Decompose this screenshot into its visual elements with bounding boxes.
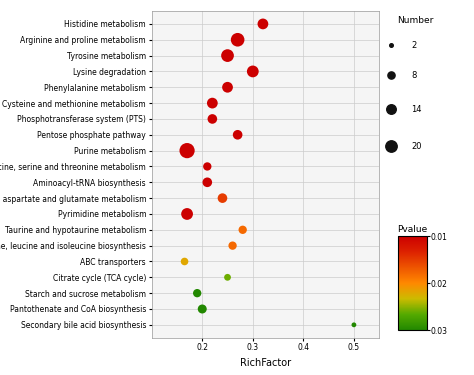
Point: [229, 243, 237, 249]
Point: [203, 179, 211, 185]
Point: [224, 53, 231, 58]
Text: 14: 14: [411, 105, 421, 114]
Point: [249, 68, 256, 74]
Point: [219, 195, 226, 201]
Point: [224, 84, 231, 90]
Point: [209, 116, 216, 122]
Point: [234, 132, 241, 138]
Text: 8: 8: [411, 71, 416, 80]
Text: 2: 2: [411, 40, 416, 50]
Point: [183, 148, 191, 154]
Title: Pvalue: Pvalue: [397, 225, 428, 234]
Point: [181, 258, 188, 264]
Text: 20: 20: [411, 142, 421, 151]
Point: [193, 290, 201, 296]
Point: [209, 100, 216, 106]
Point: [203, 164, 211, 170]
Text: Number: Number: [397, 16, 434, 26]
Point: [183, 211, 191, 217]
Point: [239, 227, 246, 233]
X-axis label: RichFactor: RichFactor: [240, 358, 291, 368]
Point: [350, 322, 358, 328]
Point: [224, 274, 231, 280]
Point: [199, 306, 206, 312]
Point: [234, 37, 241, 43]
Point: [259, 21, 267, 27]
